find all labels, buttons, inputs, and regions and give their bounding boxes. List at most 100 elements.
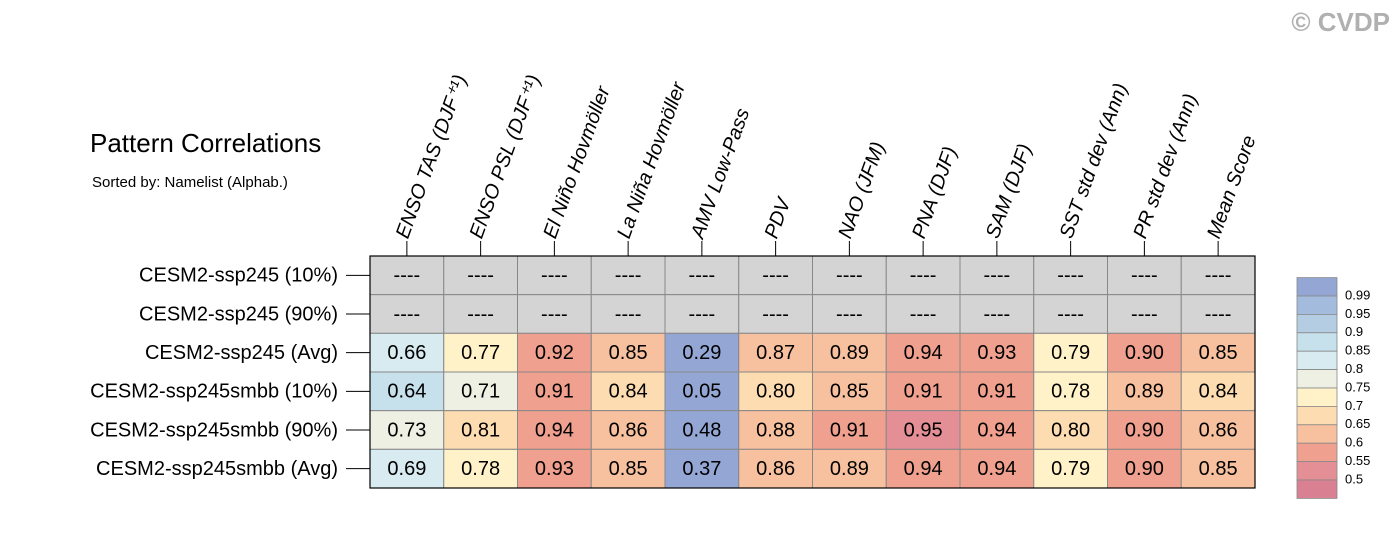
- colorbar-label: 0.75: [1345, 379, 1370, 394]
- cell-label: 0.94: [535, 419, 574, 441]
- column-label: ENSO TAS (DJF⁺¹): [392, 72, 472, 242]
- colorbar-label: 0.95: [1345, 306, 1370, 321]
- cell-label: 0.94: [977, 419, 1016, 441]
- cell-label: 0.29: [682, 342, 721, 364]
- cell-label: 0.78: [461, 458, 500, 480]
- cell-label: 0.90: [1125, 458, 1164, 480]
- heatmap-cell: [738, 448, 813, 489]
- colorbar-box: [1296, 369, 1338, 389]
- cell-label: 0.91: [535, 381, 574, 403]
- cell-label: ----: [615, 303, 642, 325]
- heatmap-cell: [443, 332, 518, 373]
- colorbar-label: 0.65: [1345, 416, 1370, 431]
- heatmap-cell: [369, 255, 445, 296]
- row-label: CESM2-ssp245smbb (Avg): [96, 458, 338, 480]
- cell-label: 0.89: [1125, 381, 1164, 403]
- heatmap-cell: [959, 410, 1035, 450]
- row-label: CESM2-ssp245smbb (90%): [90, 419, 338, 441]
- colorbar-box: [1296, 350, 1338, 371]
- colorbar-label: 0.55: [1345, 453, 1370, 468]
- heatmap-cell: [885, 255, 961, 296]
- heatmap-cell: [369, 410, 445, 450]
- column-label: PNA (DJF): [908, 144, 961, 242]
- heatmap-cell: [1107, 332, 1182, 373]
- heatmap-cell: [1180, 332, 1256, 373]
- cell-label: 0.48: [682, 419, 721, 441]
- heatmap-cell: [517, 294, 592, 334]
- colorbar-label: 0.8: [1345, 361, 1363, 376]
- cell-label: 0.77: [461, 342, 500, 364]
- cell-label: 0.86: [756, 458, 795, 480]
- cell-label: ----: [541, 265, 568, 287]
- heatmap-cell: [517, 448, 592, 489]
- colorbar-label: 0.85: [1345, 343, 1370, 358]
- column-label: PR std dev (Ann): [1129, 91, 1202, 242]
- cell-label: 0.88: [756, 419, 795, 441]
- cell-label: 0.91: [830, 419, 869, 441]
- cell-label: 0.93: [977, 342, 1016, 364]
- heatmap-cell: [664, 410, 740, 450]
- cell-label: ----: [689, 265, 716, 287]
- heatmap-cell: [738, 410, 813, 450]
- heatmap-cell: [1180, 448, 1256, 489]
- cell-label: 0.84: [609, 381, 648, 403]
- heatmap-cell: [885, 371, 961, 412]
- cell-label: ----: [467, 303, 494, 325]
- cell-label: 0.86: [609, 419, 648, 441]
- column-label: AMV Low-Pass: [687, 106, 755, 243]
- cell-label: 0.90: [1125, 419, 1164, 441]
- heatmap-cell: [517, 410, 592, 450]
- heatmap-cell: [664, 371, 740, 412]
- cell-label: ----: [1057, 303, 1084, 325]
- column-label: Mean Score: [1203, 133, 1261, 242]
- cell-label: ----: [1131, 303, 1158, 325]
- cell-label: 0.05: [682, 381, 721, 403]
- cell-label: ----: [1057, 265, 1084, 287]
- cell-label: 0.79: [1051, 458, 1090, 480]
- cell-label: 0.93: [535, 458, 574, 480]
- chart-title: Pattern Correlations: [90, 128, 321, 158]
- cell-label: 0.71: [461, 381, 500, 403]
- cell-label: 0.85: [609, 342, 648, 364]
- heatmap-cell: [1107, 410, 1182, 450]
- cell-label: ----: [762, 265, 789, 287]
- cell-label: 0.94: [904, 458, 943, 480]
- heatmap-cell: [812, 448, 887, 489]
- heatmap-cell: [664, 448, 740, 489]
- cell-label: 0.84: [1199, 381, 1238, 403]
- colorbar-box: [1296, 332, 1338, 352]
- cell-label: ----: [689, 303, 716, 325]
- heatmap-cell: [812, 332, 887, 373]
- cell-label: ----: [762, 303, 789, 325]
- cell-label: 0.79: [1051, 342, 1090, 364]
- cell-label: 0.92: [535, 342, 574, 364]
- heatmap-cell: [812, 371, 887, 412]
- cell-label: 0.85: [1199, 342, 1238, 364]
- heatmap-cell: [959, 448, 1035, 489]
- heatmap-cell: [812, 294, 887, 334]
- colorbar-box: [1296, 479, 1338, 499]
- column-label: NAO (JFM): [834, 139, 889, 242]
- heatmap-cell: [959, 371, 1035, 412]
- heatmap-cell: [443, 371, 518, 412]
- cell-label: 0.86: [1199, 419, 1238, 441]
- heatmap-cell: [1033, 255, 1108, 296]
- colorbar-box: [1296, 405, 1338, 426]
- cell-label: ----: [1205, 265, 1232, 287]
- cell-label: ----: [615, 265, 642, 287]
- column-label: SST std dev (Ann): [1056, 80, 1133, 241]
- cell-label: 0.80: [756, 381, 795, 403]
- row-label: CESM2-ssp245 (90%): [139, 303, 338, 325]
- colorbar-label: 0.9: [1345, 324, 1363, 339]
- heatmap-border: [369, 255, 1256, 489]
- cell-label: ----: [910, 303, 937, 325]
- row-label: CESM2-ssp245 (Avg): [145, 342, 338, 364]
- cell-label: 0.80: [1051, 419, 1090, 441]
- cell-label: ----: [541, 303, 568, 325]
- colorbar-label: 0.6: [1345, 435, 1363, 450]
- column-label: PDV: [761, 194, 796, 242]
- cell-label: 0.66: [387, 342, 426, 364]
- heatmap-cell: [517, 332, 592, 373]
- cell-label: ----: [984, 265, 1011, 287]
